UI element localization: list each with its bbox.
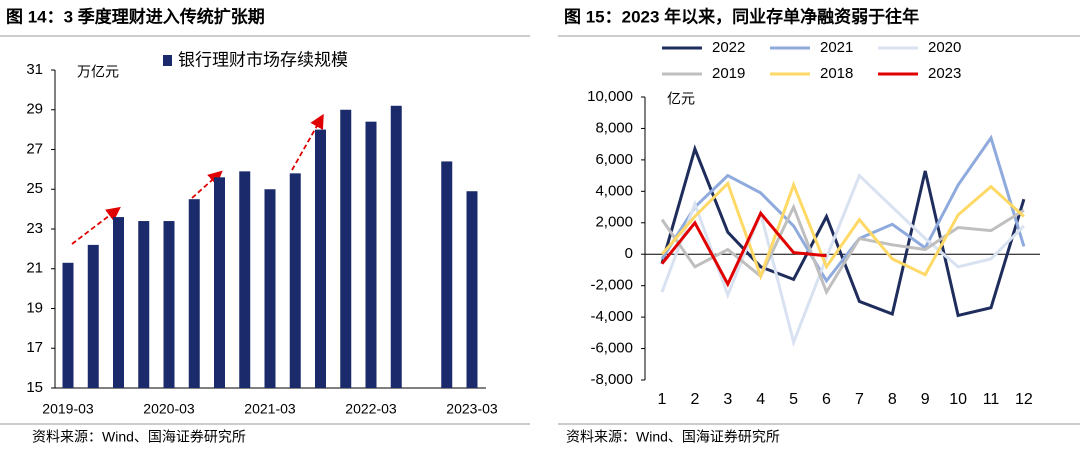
y-tick-label: -8,000	[590, 371, 633, 388]
x-tick-label: 2021-03	[244, 401, 296, 417]
legend-swatch	[163, 55, 172, 66]
x-tick-label: 7	[855, 391, 864, 408]
source: 资料来源：Wind、国海证券研究所	[566, 429, 780, 445]
line	[660, 210, 827, 288]
x-tick-label: 4	[756, 391, 765, 408]
y-tick-label: 4,000	[595, 182, 633, 199]
y-tick-label: 21	[26, 260, 43, 277]
bar	[62, 262, 74, 388]
y-tick-label: 0	[625, 245, 633, 262]
y-tick-label: -4,000	[590, 308, 633, 325]
x-tick-label: 2023-03	[446, 401, 498, 417]
x-tick-label: 2020-03	[143, 401, 195, 417]
bar	[365, 121, 377, 389]
x-tick-label: 8	[888, 391, 897, 408]
arrow	[291, 113, 324, 171]
arrow	[191, 170, 223, 199]
x-tick-label: 10	[949, 391, 967, 408]
y-axis-unit: 万亿元	[77, 64, 119, 80]
line	[660, 180, 1025, 281]
legend-label: 2022	[712, 39, 745, 56]
x-tick-label: 12	[1015, 391, 1033, 408]
y-tick-label: 15	[26, 379, 43, 396]
bar	[289, 173, 301, 388]
y-tick-label: -6,000	[590, 340, 633, 357]
bar	[315, 129, 326, 388]
bar	[239, 171, 251, 388]
y-tick-label: 25	[26, 180, 43, 197]
x-tick-label: 9	[921, 391, 930, 408]
x-tick-label: 6	[822, 391, 831, 408]
x-tick-label: 11	[983, 391, 1000, 408]
x-tick-label: 1	[658, 391, 667, 408]
source: 资料来源：Wind、国海证券研究所	[32, 429, 246, 445]
y-tick-label: 10,000	[587, 88, 633, 105]
x-tick-label: 3	[723, 391, 732, 408]
line	[660, 144, 1026, 318]
x-tick-label: 2019-03	[42, 401, 94, 417]
x-tick-label: 2	[690, 391, 699, 408]
y-tick-label: -2,000	[590, 277, 633, 294]
y-tick-label: 8,000	[595, 119, 633, 136]
y-tick-label: 2,000	[595, 214, 633, 231]
bar	[138, 221, 150, 388]
bar	[163, 221, 175, 388]
legend-label: 2021	[820, 39, 853, 56]
y-tick-label: 6,000	[595, 151, 633, 168]
line	[660, 172, 1025, 348]
legend-label: 银行理财市场存续规模	[178, 50, 348, 69]
y-tick-label: 19	[26, 299, 43, 316]
arrow	[71, 206, 121, 245]
chart-title: 图 14：3 季度理财进入传统扩张期	[6, 6, 265, 26]
y-tick-label: 17	[26, 339, 43, 356]
legend-label: 2023	[928, 65, 961, 82]
legend-label: 2020	[928, 39, 961, 56]
line	[660, 134, 1026, 284]
bar	[87, 244, 99, 388]
bar	[390, 105, 402, 389]
y-tick-label: 27	[26, 140, 43, 157]
line	[660, 203, 1025, 296]
y-tick-label: 23	[26, 220, 43, 237]
y-axis-unit: 亿元	[667, 91, 695, 107]
bar	[113, 217, 124, 388]
bar	[466, 191, 478, 388]
bar	[264, 189, 276, 388]
bar	[441, 161, 453, 388]
chart-title: 图 15：2023 年以来，同业存单净融资弱于往年	[564, 6, 919, 26]
bar	[188, 199, 200, 388]
y-tick-label: 31	[26, 61, 43, 78]
x-tick-label: 2022-03	[345, 401, 397, 417]
arrows	[71, 113, 324, 245]
bar	[340, 109, 352, 388]
x-tick-label: 5	[789, 391, 798, 408]
legend-label: 2019	[712, 65, 745, 82]
y-tick-label: 29	[26, 101, 43, 118]
legend-label: 2018	[820, 65, 853, 82]
bar	[214, 177, 225, 388]
